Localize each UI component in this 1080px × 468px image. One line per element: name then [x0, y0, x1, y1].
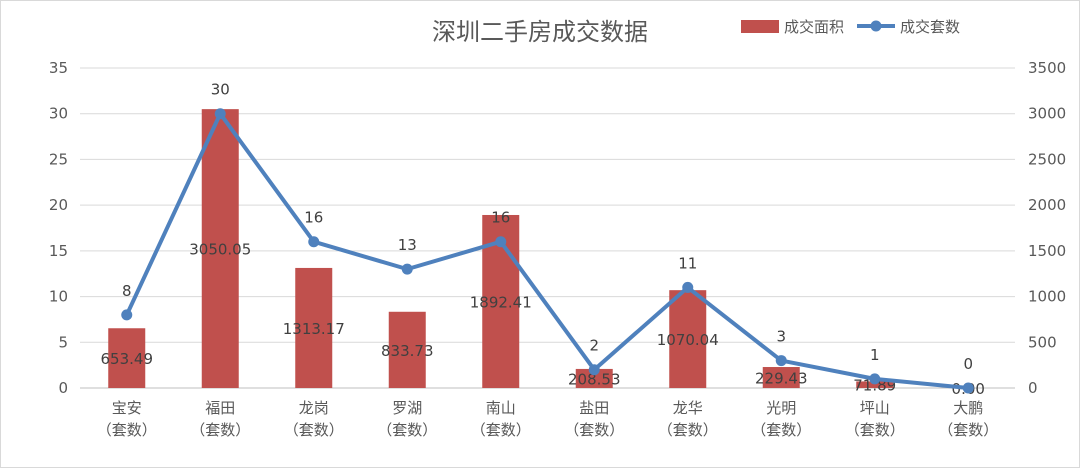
bar — [762, 367, 800, 388]
y-right-tick-label: 3000 — [1028, 105, 1066, 123]
bar — [856, 381, 894, 388]
y-left-tick-label: 20 — [49, 196, 68, 214]
line-point — [308, 236, 320, 248]
bar-value-label: 1892.41 — [470, 293, 532, 311]
x-tick-label: 龙岗 — [299, 399, 329, 417]
y-right-tick-label: 500 — [1028, 333, 1057, 351]
bar-value-label: 229.43 — [755, 370, 808, 388]
y-right-tick-label: 0 — [1028, 379, 1038, 397]
line-point — [495, 236, 507, 248]
series-line — [124, 111, 971, 390]
line-value-label: 30 — [211, 81, 230, 99]
bar-value-label: 1313.17 — [283, 320, 345, 338]
bar-value-label: 208.53 — [568, 370, 621, 388]
x-tick-label: 龙华 — [673, 399, 703, 417]
x-tick-label: 南山 — [486, 399, 516, 417]
line-point — [214, 108, 226, 120]
y-left-tick-label: 15 — [49, 242, 68, 260]
legend-line-label: 成交套数 — [900, 18, 960, 36]
line-value-label: 2 — [589, 337, 599, 355]
bar — [575, 368, 613, 388]
line-value-label: 11 — [678, 254, 697, 272]
y-axis-right: 0 500 1000 1500 2000 2500 3000 3500 — [1028, 59, 1066, 397]
x-tick-sublabel: （套数） — [751, 421, 811, 439]
bar — [108, 328, 146, 388]
y-right-tick-label: 2500 — [1028, 150, 1066, 168]
legend-line-marker — [870, 20, 882, 32]
line-series: 8 30 16 13 16 2 11 3 1 0 — [121, 81, 974, 394]
y-axis-left: 0 5 10 15 20 25 30 35 — [49, 59, 68, 397]
y-right-tick-label: 1500 — [1028, 242, 1066, 260]
line-point — [401, 263, 413, 275]
x-tick-sublabel: （套数） — [97, 421, 157, 439]
bar-value-label: 833.73 — [381, 342, 434, 360]
x-tick-label: 光明 — [766, 399, 796, 417]
legend-bar-label: 成交面积 — [784, 18, 844, 36]
bar — [388, 311, 426, 388]
bar — [295, 267, 333, 388]
x-tick-label: 坪山 — [860, 399, 890, 417]
y-left-tick-label: 5 — [58, 333, 68, 351]
x-axis: 宝安 （套数） 福田 （套数） 龙岗 （套数） 罗湖 （套数） 南山 （套数） 盐田 （套数） 龙华 （套… — [97, 399, 999, 439]
x-tick-label: 盐田 — [579, 399, 609, 417]
line-value-label: 3 — [776, 328, 786, 346]
y-left-tick-label: 10 — [49, 288, 68, 306]
y-right-tick-label: 2000 — [1028, 196, 1066, 214]
x-tick-sublabel: （套数） — [284, 421, 344, 439]
bar-value-label: 3050.05 — [189, 241, 251, 259]
y-right-tick-label: 1000 — [1028, 288, 1066, 306]
chart-title: 深圳二手房成交数据 — [432, 18, 648, 46]
bar — [201, 109, 239, 389]
legend-bar-swatch — [741, 20, 779, 33]
x-tick-sublabel: （套数） — [190, 421, 250, 439]
line-point — [962, 382, 974, 394]
y-left-tick-label: 25 — [49, 150, 68, 168]
line-value-label: 13 — [398, 236, 417, 254]
line-point — [869, 373, 881, 385]
line-value-label: 8 — [122, 282, 132, 300]
y-left-tick-label: 30 — [49, 105, 68, 123]
x-tick-label: 福田 — [205, 399, 235, 417]
y-left-tick-label: 0 — [58, 379, 68, 397]
x-tick-sublabel: （套数） — [938, 421, 998, 439]
line-point — [775, 355, 787, 367]
x-tick-sublabel: （套数） — [377, 421, 437, 439]
x-tick-sublabel: （套数） — [564, 421, 624, 439]
y-right-tick-label: 3500 — [1028, 59, 1066, 77]
bar-value-label: 1070.04 — [657, 331, 719, 349]
line-point — [588, 364, 600, 376]
bar-value-label: 653.49 — [101, 350, 154, 368]
line-value-label: 1 — [870, 346, 880, 364]
y-left-tick-label: 35 — [49, 59, 68, 77]
line-value-label: 16 — [304, 209, 323, 227]
line-value-label: 0 — [963, 355, 973, 373]
line-value-label: 16 — [491, 209, 510, 227]
bar — [669, 290, 707, 388]
x-tick-label: 宝安 — [112, 399, 142, 417]
x-tick-sublabel: （套数） — [658, 421, 718, 439]
x-tick-label: 罗湖 — [392, 399, 422, 417]
bar-series: 653.49 3050.05 1313.17 833.73 1892.41 208.53 1… — [101, 109, 985, 398]
line-point — [121, 309, 133, 321]
line-point — [682, 281, 694, 293]
x-tick-label: 大鹏 — [953, 399, 983, 417]
x-tick-sublabel: （套数） — [471, 421, 531, 439]
legend: 成交面积 成交套数 — [741, 18, 960, 36]
x-tick-sublabel: （套数） — [845, 421, 905, 439]
